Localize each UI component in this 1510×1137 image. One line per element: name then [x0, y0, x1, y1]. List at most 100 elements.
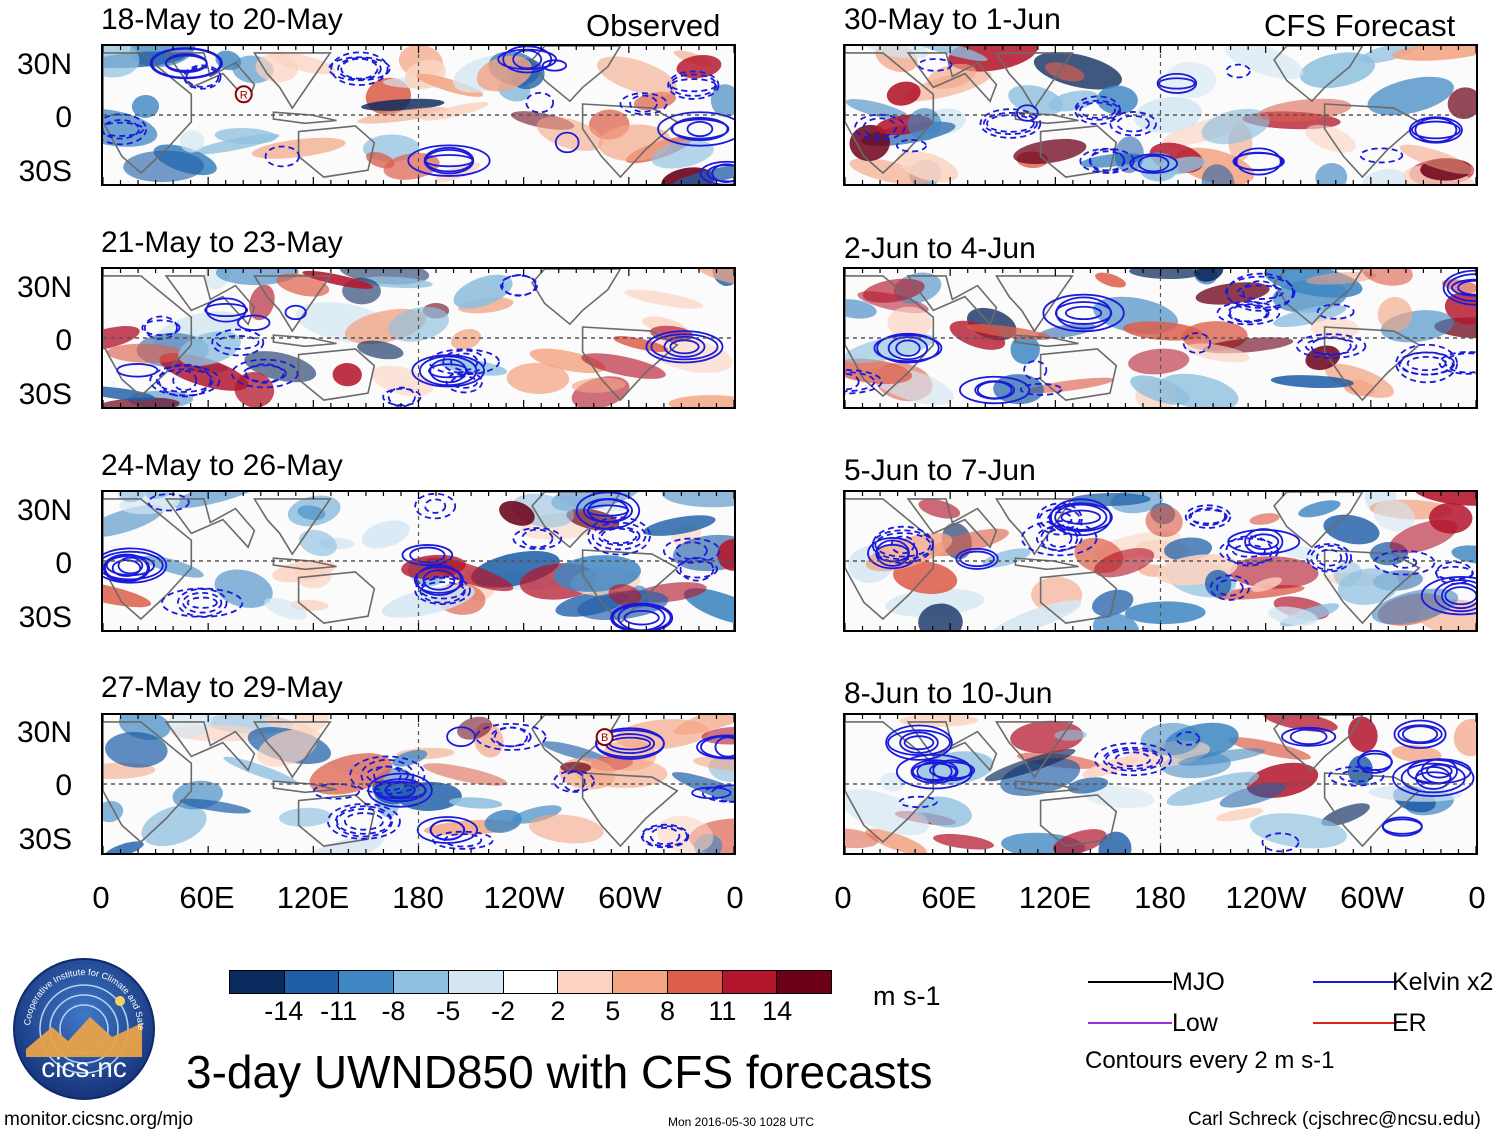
kelvin-contour [696, 734, 734, 760]
kelvin-contour [1426, 763, 1453, 779]
main-title: 3-day UWND850 with CFS forecasts [186, 1046, 933, 1098]
anomaly-patch [885, 588, 985, 617]
anomaly-patch [1361, 269, 1413, 286]
kelvin-contour [103, 553, 151, 583]
kelvin-contour [413, 566, 464, 594]
kelvin-contour [245, 363, 285, 384]
kelvin-contour [1158, 77, 1196, 90]
anomaly-patch [103, 326, 140, 351]
kelvin-contour [327, 803, 401, 840]
anomaly-patch [388, 306, 449, 342]
coastline [297, 348, 376, 401]
kelvin-contour [701, 784, 734, 803]
kelvin-contour [895, 339, 921, 357]
anomaly-patch [171, 492, 268, 509]
legend-label-er: ER [1392, 1009, 1427, 1037]
anomaly-patch [899, 715, 978, 727]
anomaly-patch [450, 329, 482, 350]
kelvin-contour [1397, 724, 1443, 745]
kelvin-contour [1310, 544, 1349, 571]
kelvin-contour [562, 770, 586, 792]
footer-url[interactable]: monitor.cicsnc.org/mjo [4, 1109, 194, 1130]
legend-contour-note: Contours every 2 m s-1 [1085, 1047, 1335, 1074]
kelvin-contour [1415, 766, 1452, 790]
anomaly-patch [357, 107, 449, 124]
anomaly-patch [141, 804, 207, 847]
kelvin-contour [595, 727, 665, 760]
kelvin-contour [446, 726, 476, 748]
anomaly-patch [982, 548, 1031, 568]
anomaly-patch [178, 331, 241, 366]
coastline [103, 498, 193, 621]
anomaly-patch [296, 835, 384, 853]
anomaly-patch [1249, 513, 1280, 525]
kelvin-contour [929, 761, 976, 780]
colorbar-tick-label: -14 [264, 996, 304, 1026]
kelvin-contour [1310, 336, 1352, 356]
lat-label-30n: 30N [16, 48, 72, 81]
coastline [1039, 348, 1118, 401]
anomaly-patch [293, 715, 329, 732]
kelvin-contour [932, 759, 972, 782]
anomaly-patch [1263, 715, 1338, 732]
anomaly-patch [1096, 85, 1138, 115]
colorbar-tick-label: -5 [436, 996, 461, 1026]
panel-title-forecast-2: 2-Jun to 4-Jun [844, 232, 1036, 265]
kelvin-contour [582, 498, 633, 524]
lon-label-60w: 60W [1340, 880, 1404, 915]
coastline [531, 269, 622, 326]
kelvin-contour [1408, 116, 1463, 144]
kelvin-contour [264, 145, 300, 168]
anomaly-patch [651, 140, 714, 169]
anomaly-patch [1373, 499, 1415, 532]
coastline [531, 46, 622, 103]
kelvin-contour [103, 113, 147, 146]
legend-label-mjo: MJO [1172, 968, 1225, 996]
anomaly-patch [272, 559, 336, 583]
kelvin-contour [1295, 333, 1367, 360]
anomaly-patch [624, 289, 704, 309]
anomaly-patch [214, 127, 277, 145]
anomaly-patch [1347, 755, 1373, 786]
anomaly-patch [255, 53, 299, 83]
kelvin-contour [330, 51, 389, 86]
kelvin-contour [600, 527, 638, 545]
kelvin-contour [623, 609, 660, 626]
anomaly-patch [1447, 87, 1476, 120]
kelvin-contour [854, 113, 906, 141]
anomaly-patch [560, 761, 592, 773]
colorbar-tick-label: 8 [660, 996, 676, 1026]
colorbar-tick-label: 11 [708, 996, 737, 1026]
kelvin-contour [231, 358, 299, 389]
kelvin-contour [1129, 153, 1178, 174]
coastline [1273, 269, 1364, 326]
kelvin-contour [871, 525, 934, 564]
kelvin-contour [1035, 525, 1083, 552]
anomaly-patch [123, 150, 204, 183]
lat-label-eq: 0 [55, 324, 72, 357]
kelvin-contour [706, 164, 734, 183]
anomaly-patch [886, 81, 921, 106]
lon-label-0: 0 [834, 880, 852, 915]
lon-label-60w: 60W [598, 880, 662, 915]
panel-title-observed-2: 21-May to 23-May [101, 226, 343, 259]
kelvin-contour [619, 92, 668, 116]
kelvin-contour [1457, 279, 1476, 296]
anomaly-patch [1321, 803, 1370, 827]
footer-timestamp: Mon 2016-05-30 1028 UTC [668, 1115, 815, 1129]
legend-line-low [1088, 1022, 1172, 1024]
anomaly-patch [598, 124, 672, 162]
kelvin-contour [414, 575, 471, 606]
kelvin-contour [629, 94, 658, 113]
kelvin-contour [667, 70, 720, 100]
coastline [581, 549, 679, 625]
kelvin-contour [525, 91, 555, 114]
anomaly-patch [1037, 323, 1096, 339]
colorbar-swatch [503, 971, 559, 993]
anomaly-patch [1114, 136, 1144, 174]
kelvin-contour [1357, 749, 1393, 774]
anomaly-patch [484, 809, 522, 833]
kelvin-contour [903, 735, 935, 751]
lon-label-120e: 120E [276, 880, 350, 915]
anomaly-patch [105, 731, 168, 768]
